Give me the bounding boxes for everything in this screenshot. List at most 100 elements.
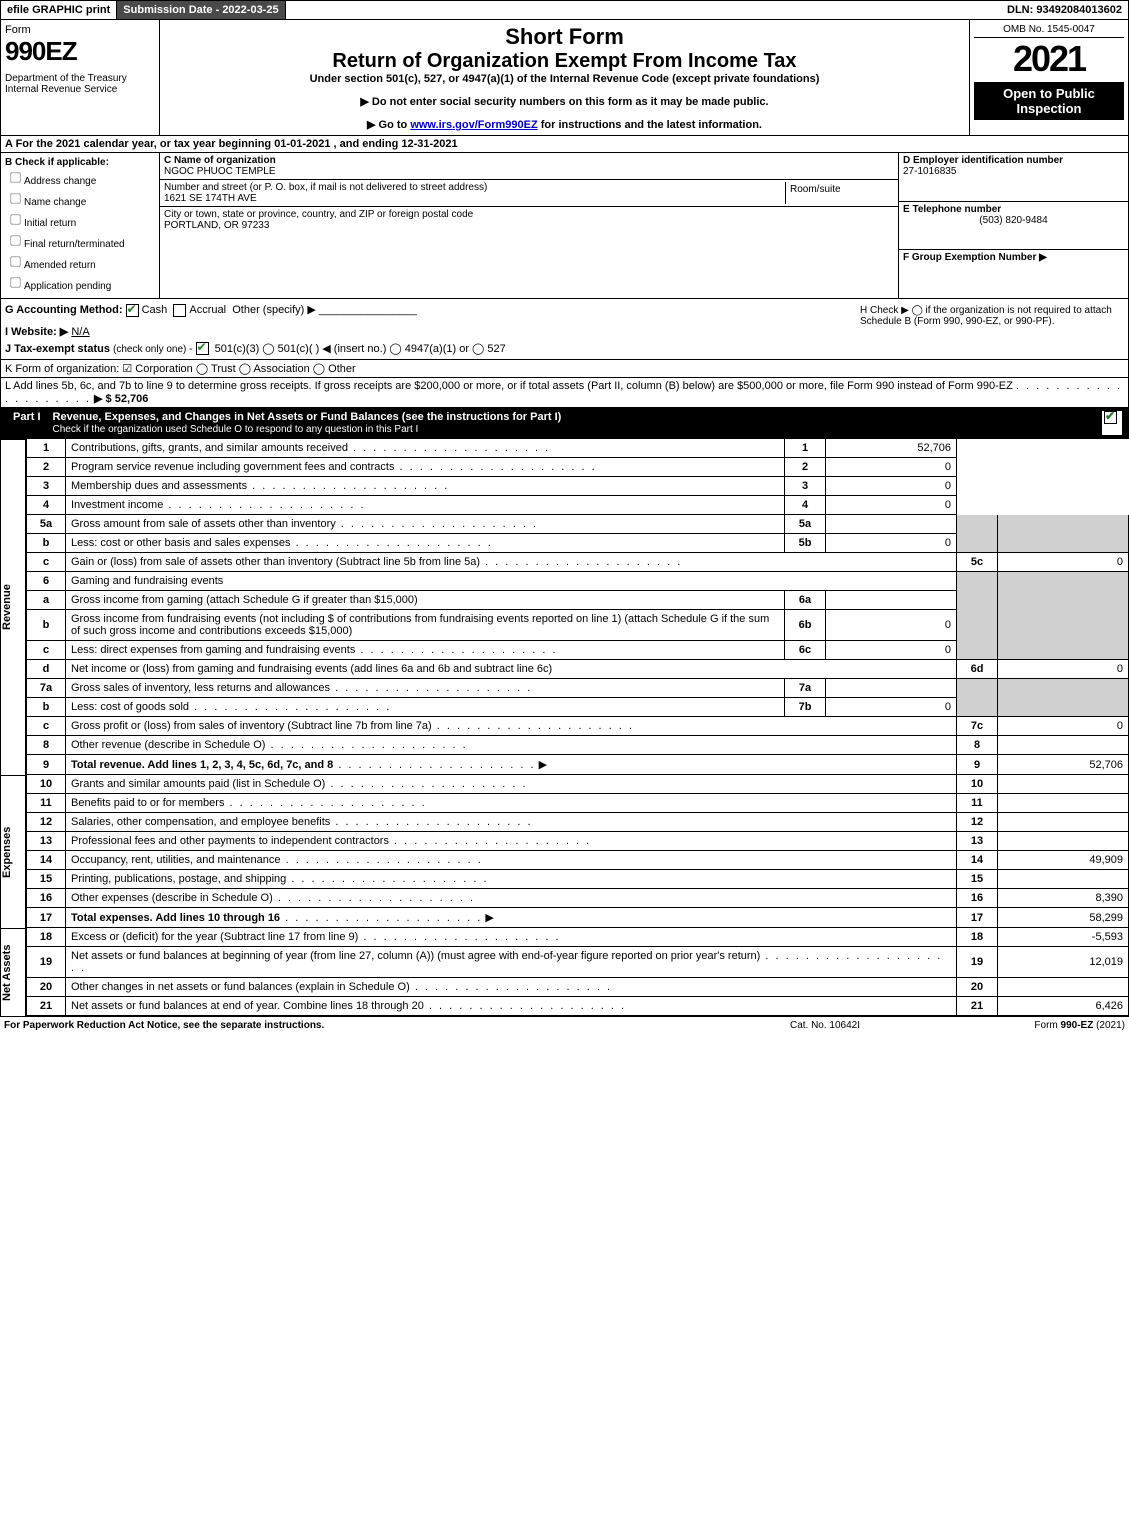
line-7a: 7aGross sales of inventory, less returns… bbox=[27, 679, 1129, 698]
dept-label: Department of the Treasury Internal Reve… bbox=[5, 73, 155, 95]
row-h: H Check ▶ ◯ if the organization is not r… bbox=[856, 303, 1124, 355]
line-17: 17Total expenses. Add lines 10 through 1… bbox=[27, 908, 1129, 928]
line-13: 13Professional fees and other payments t… bbox=[27, 832, 1129, 851]
line-2: 2Program service revenue including gover… bbox=[27, 458, 1129, 477]
row-k: K Form of organization: ☑ Corporation ◯ … bbox=[0, 360, 1129, 378]
chk-name-change[interactable]: Name change bbox=[5, 189, 155, 208]
tel-cell: E Telephone number (503) 820-9484 bbox=[898, 202, 1128, 251]
chk-cash[interactable] bbox=[126, 304, 139, 317]
line-11: 11Benefits paid to or for members11 bbox=[27, 794, 1129, 813]
note-2: ▶ Go to www.irs.gov/Form990EZ for instru… bbox=[164, 118, 965, 131]
name-label: C Name of organization bbox=[164, 155, 276, 166]
row-l: L Add lines 5b, 6c, and 7b to line 9 to … bbox=[0, 378, 1129, 408]
irs-link[interactable]: www.irs.gov/Form990EZ bbox=[410, 119, 537, 131]
line-12: 12Salaries, other compensation, and empl… bbox=[27, 813, 1129, 832]
ein-value: 27-1016835 bbox=[903, 166, 956, 177]
chk-address-change[interactable]: Address change bbox=[5, 168, 155, 187]
city-value: PORTLAND, OR 97233 bbox=[164, 220, 269, 231]
line-14: 14Occupancy, rent, utilities, and mainte… bbox=[27, 851, 1129, 870]
line-19: 19Net assets or fund balances at beginni… bbox=[27, 947, 1129, 978]
submission-date: Submission Date - 2022-03-25 bbox=[117, 1, 285, 19]
netassets-table: 18Excess or (deficit) for the year (Subt… bbox=[26, 928, 1129, 1016]
tel-value: (503) 820-9484 bbox=[903, 215, 1124, 226]
row-j: J Tax-exempt status (check only one) - 5… bbox=[5, 342, 856, 356]
row-i: I Website: ▶ N/A bbox=[5, 325, 856, 338]
open-inspection: Open to Public Inspection bbox=[974, 82, 1124, 120]
line-3: 3Membership dues and assessments30 bbox=[27, 477, 1129, 496]
footer-left: For Paperwork Reduction Act Notice, see … bbox=[4, 1020, 725, 1031]
dln: DLN: 93492084013602 bbox=[1001, 1, 1128, 19]
row-l-text: L Add lines 5b, 6c, and 7b to line 9 to … bbox=[5, 380, 1013, 392]
col-d-e-f: D Employer identification number 27-1016… bbox=[898, 153, 1128, 298]
line-1: 1Contributions, gifts, grants, and simil… bbox=[27, 439, 1129, 458]
line-8: 8Other revenue (describe in Schedule O)8 bbox=[27, 736, 1129, 755]
footer: For Paperwork Reduction Act Notice, see … bbox=[0, 1016, 1129, 1034]
city-label: City or town, state or province, country… bbox=[164, 209, 473, 220]
section-g-h-i-j: G Accounting Method: Cash Accrual Other … bbox=[0, 299, 1129, 360]
chk-application-pending[interactable]: Application pending bbox=[5, 273, 155, 292]
expenses-table: 10Grants and similar amounts paid (list … bbox=[26, 775, 1129, 928]
top-bar: efile GRAPHIC print Submission Date - 20… bbox=[0, 0, 1129, 20]
line-15: 15Printing, publications, postage, and s… bbox=[27, 870, 1129, 889]
line-10: 10Grants and similar amounts paid (list … bbox=[27, 775, 1129, 794]
header-left: Form 990EZ Department of the Treasury In… bbox=[1, 20, 160, 135]
footer-mid: Cat. No. 10642I bbox=[725, 1020, 925, 1031]
ein-cell: D Employer identification number 27-1016… bbox=[898, 153, 1128, 202]
chk-amended-return[interactable]: Amended return bbox=[5, 252, 155, 271]
j-label: J Tax-exempt status bbox=[5, 343, 110, 355]
street-value: 1621 SE 174TH AVE bbox=[164, 193, 257, 204]
line-18: 18Excess or (deficit) for the year (Subt… bbox=[27, 928, 1129, 947]
g-other: Other (specify) ▶ bbox=[232, 304, 316, 316]
form-number: 990EZ bbox=[5, 36, 77, 66]
line-20: 20Other changes in net assets or fund ba… bbox=[27, 978, 1129, 997]
form-label: Form bbox=[5, 24, 31, 36]
revenue-table: 1Contributions, gifts, grants, and simil… bbox=[26, 439, 1129, 775]
ein-label: D Employer identification number bbox=[903, 155, 1063, 166]
chk-final-return[interactable]: Final return/terminated bbox=[5, 231, 155, 250]
part1-check[interactable] bbox=[1102, 411, 1122, 435]
efile-label[interactable]: efile GRAPHIC print bbox=[1, 1, 117, 19]
g-label: G Accounting Method: bbox=[5, 304, 123, 316]
part1-title: Revenue, Expenses, and Changes in Net As… bbox=[47, 411, 1102, 435]
group-cell: F Group Exemption Number ▶ bbox=[898, 250, 1128, 298]
line-6: 6Gaming and fundraising events bbox=[27, 572, 1129, 591]
line-6d: dNet income or (loss) from gaming and fu… bbox=[27, 660, 1129, 679]
title-return: Return of Organization Exempt From Incom… bbox=[164, 50, 965, 73]
netassets-label: Net Assets bbox=[0, 928, 26, 1016]
line-4: 4Investment income40 bbox=[27, 496, 1129, 515]
block-b-to-f: B Check if applicable: Address change Na… bbox=[0, 153, 1129, 299]
title-short: Short Form bbox=[164, 24, 965, 50]
room-label: Room/suite bbox=[790, 184, 841, 195]
chk-initial-return[interactable]: Initial return bbox=[5, 210, 155, 229]
col-b-title: B Check if applicable: bbox=[5, 157, 109, 168]
revenue-label: Revenue bbox=[0, 439, 26, 775]
line-7c: cGross profit or (loss) from sales of in… bbox=[27, 717, 1129, 736]
line-5a: 5aGross amount from sale of assets other… bbox=[27, 515, 1129, 534]
header-center: Short Form Return of Organization Exempt… bbox=[160, 20, 969, 135]
tax-year: 2021 bbox=[974, 38, 1124, 80]
footer-right: Form 990-EZ (2021) bbox=[925, 1020, 1125, 1031]
city-cell: City or town, state or province, country… bbox=[160, 207, 898, 233]
col-b: B Check if applicable: Address change Na… bbox=[1, 153, 160, 298]
header-right: OMB No. 1545-0047 2021 Open to Public In… bbox=[969, 20, 1128, 135]
org-name: NGOC PHUOC TEMPLE bbox=[164, 166, 276, 177]
street-row: Number and street (or P. O. box, if mail… bbox=[160, 180, 898, 207]
line-5c: cGain or (loss) from sale of assets othe… bbox=[27, 553, 1129, 572]
row-g: G Accounting Method: Cash Accrual Other … bbox=[5, 303, 856, 317]
j-opts: 501(c)(3) ◯ 501(c)( ) ◀ (insert no.) ◯ 4… bbox=[215, 343, 506, 355]
part1-header: Part I Revenue, Expenses, and Changes in… bbox=[0, 408, 1129, 439]
i-label: I Website: ▶ bbox=[5, 326, 68, 338]
title-under: Under section 501(c), 527, or 4947(a)(1)… bbox=[164, 73, 965, 85]
line-21: 21Net assets or fund balances at end of … bbox=[27, 997, 1129, 1016]
row-l-val: ▶ $ 52,706 bbox=[94, 393, 148, 405]
omb-number: OMB No. 1545-0047 bbox=[974, 24, 1124, 38]
tel-label: E Telephone number bbox=[903, 204, 1001, 215]
line-16: 16Other expenses (describe in Schedule O… bbox=[27, 889, 1129, 908]
note-1: ▶ Do not enter social security numbers o… bbox=[164, 95, 965, 108]
form-header: Form 990EZ Department of the Treasury In… bbox=[0, 20, 1129, 136]
col-c: C Name of organization NGOC PHUOC TEMPLE… bbox=[160, 153, 898, 298]
chk-501c3[interactable] bbox=[196, 342, 209, 355]
org-name-cell: C Name of organization NGOC PHUOC TEMPLE bbox=[160, 153, 898, 180]
chk-accrual[interactable] bbox=[173, 304, 186, 317]
expenses-label: Expenses bbox=[0, 775, 26, 928]
